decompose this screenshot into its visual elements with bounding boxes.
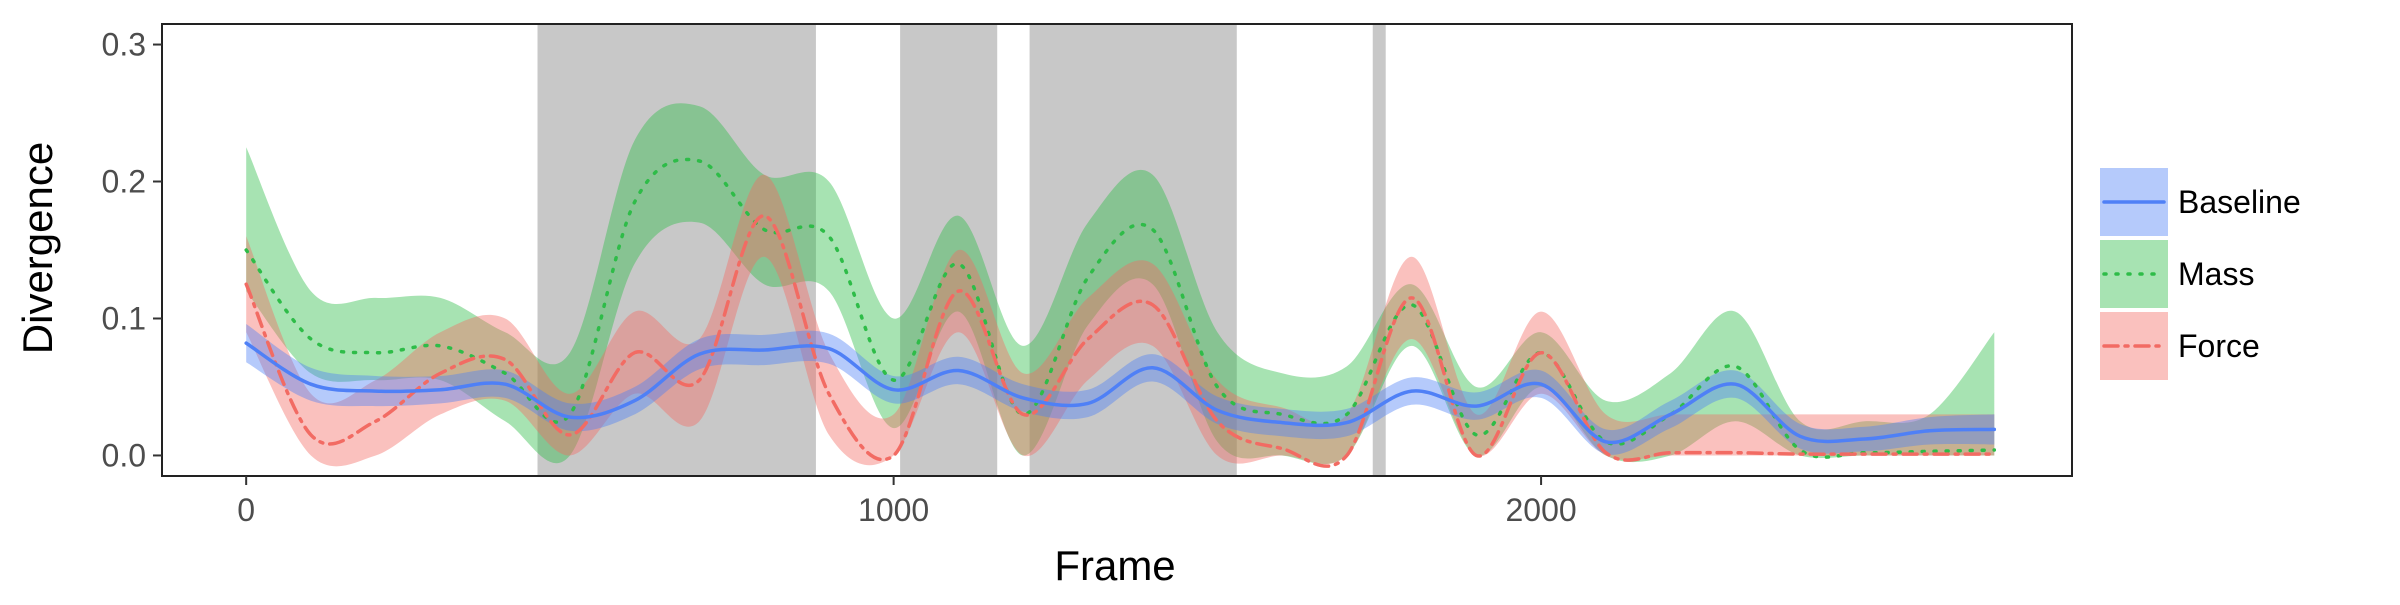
- legend-label-mass: Mass: [2178, 256, 2254, 292]
- y-tick-label-0.2: 0.2: [102, 164, 146, 200]
- legend-label-force: Force: [2178, 328, 2260, 364]
- legend-item-baseline: Baseline: [2098, 166, 2301, 238]
- y-axis-label: Divergence: [14, 142, 61, 354]
- legend-key-ribbon-mass: [2100, 240, 2168, 308]
- x-axis: 0 1000 2000: [237, 476, 1576, 528]
- x-tick-label-0: 0: [237, 492, 255, 528]
- x-axis-label: Frame: [1054, 542, 1175, 589]
- x-tick-label-1000: 1000: [858, 492, 929, 528]
- legend-item-mass: Mass: [2098, 238, 2254, 310]
- legend-item-force: Force: [2098, 310, 2260, 382]
- x-tick-label-2000: 2000: [1505, 492, 1576, 528]
- y-tick-label-0.3: 0.3: [102, 27, 146, 63]
- legend: Baseline Mass Force: [2098, 166, 2301, 382]
- y-tick-label-0.1: 0.1: [102, 300, 146, 336]
- legend-label-baseline: Baseline: [2178, 184, 2301, 220]
- y-tick-label-0: 0.0: [102, 437, 146, 473]
- y-axis: 0.0 0.1 0.2 0.3: [102, 27, 162, 474]
